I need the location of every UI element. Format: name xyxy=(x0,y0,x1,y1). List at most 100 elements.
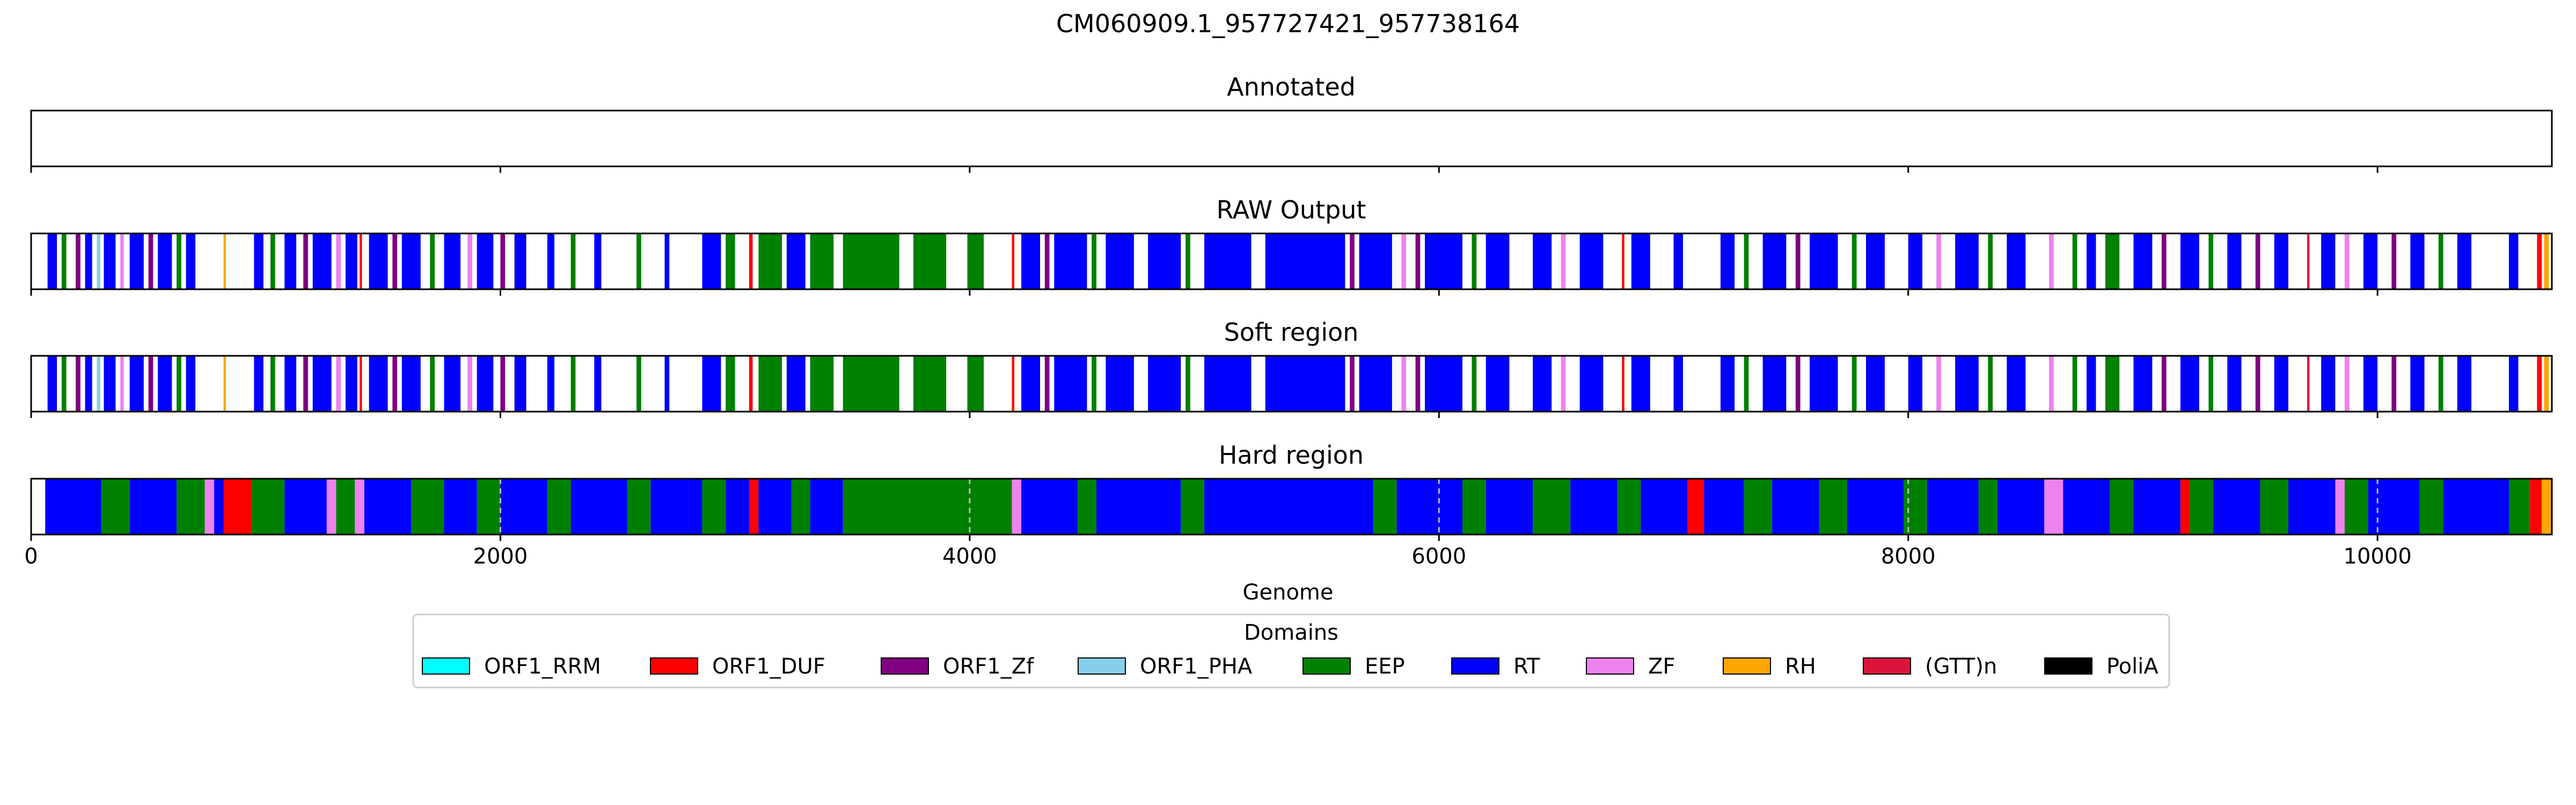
segment-eep xyxy=(2208,356,2214,412)
segment-eep xyxy=(810,233,834,289)
segment-zf xyxy=(1401,233,1407,289)
segment-rt xyxy=(104,233,116,289)
segment-rt xyxy=(129,233,144,289)
segment-eep xyxy=(430,233,435,289)
legend-item-orf1-rrm: ORF1_RRM xyxy=(422,654,601,679)
segment-eep xyxy=(2344,479,2368,535)
segment-rt xyxy=(514,233,526,289)
segment-rt xyxy=(2087,233,2096,289)
x-tick-label: 2000 xyxy=(473,544,528,569)
segment-zf xyxy=(326,479,336,535)
segment-rt xyxy=(2410,356,2425,412)
segment-orf1-pha xyxy=(97,356,100,412)
segment-rh xyxy=(223,233,226,289)
segment-zf xyxy=(2344,356,2350,412)
legend-item-polia: PoliA xyxy=(2044,654,2158,679)
segment-zf xyxy=(120,233,124,289)
segment-rt xyxy=(650,479,702,535)
segment-rt xyxy=(85,233,92,289)
segment-rt xyxy=(1927,479,1979,535)
segment-rt xyxy=(1485,356,1510,412)
segment-eep xyxy=(1533,479,1571,535)
segment-zf xyxy=(1012,479,1022,535)
segment-rt xyxy=(129,356,144,412)
segment-rt xyxy=(1762,233,1787,289)
legend-label: (GTT)n xyxy=(1925,654,1997,679)
segment-rt xyxy=(570,479,627,535)
segment-zf xyxy=(1401,356,1407,412)
segment-rt xyxy=(85,356,92,412)
track-frame xyxy=(30,109,2553,167)
segment-rt xyxy=(1997,479,2045,535)
segment-eep xyxy=(636,356,641,412)
legend-item-orf1-pha: ORF1_PHA xyxy=(1078,654,1253,679)
segment-rt xyxy=(786,233,806,289)
segment-zf xyxy=(1561,233,1566,289)
segment-eep xyxy=(101,479,130,535)
segment-orf1-duf xyxy=(223,479,252,535)
segment-rt xyxy=(345,356,357,412)
segment-rt xyxy=(2133,479,2180,535)
legend-item-orf1-duf: ORF1_DUF xyxy=(650,654,825,679)
track-annotated: Annotated xyxy=(30,72,2553,173)
legend-swatch xyxy=(650,657,698,675)
segment-rt xyxy=(104,356,116,412)
segment-zf xyxy=(336,233,341,289)
segment-rt xyxy=(401,356,421,412)
segment-eep xyxy=(1077,479,1096,535)
segment-eep xyxy=(913,233,947,289)
segment-orf1-duf xyxy=(360,356,362,412)
segment-rt xyxy=(726,479,749,535)
segment-eep xyxy=(336,479,355,535)
legend-swatch xyxy=(1302,657,1351,675)
chart-title: CM060909.1_957727421_957738164 xyxy=(1056,9,1520,38)
segment-orf1-duf xyxy=(2537,356,2542,412)
segment-rt xyxy=(364,479,412,535)
segment-orf1-zf xyxy=(1415,233,1421,289)
segment-rt xyxy=(186,233,196,289)
legend-swatch xyxy=(2044,657,2092,675)
segment-rt xyxy=(664,233,670,289)
segment-eep xyxy=(2438,233,2443,289)
segment-orf1-duf xyxy=(2537,233,2542,289)
segment-rt xyxy=(1908,233,1922,289)
tracks-layer: Annotated RAW Output Soft region Hard regio… xyxy=(30,72,2553,541)
legend-item-rt: RT xyxy=(1451,654,1540,679)
segment-orf1-zf xyxy=(1795,356,1801,412)
segment-orf1-zf xyxy=(303,356,308,412)
segment-rt xyxy=(2321,356,2336,412)
segment-rt xyxy=(2368,479,2420,535)
segment-rt xyxy=(1204,356,1252,412)
segment-rt xyxy=(2007,356,2026,412)
segment-zf xyxy=(2335,479,2345,535)
segment-rt xyxy=(2274,356,2288,412)
segment-rt xyxy=(47,356,57,412)
segment-zf xyxy=(120,356,124,412)
segment-rt xyxy=(2363,233,2378,289)
segment-rt xyxy=(514,356,526,412)
segment-rt xyxy=(547,233,554,289)
segment-rt xyxy=(2180,356,2199,412)
segment-rt xyxy=(1396,479,1463,535)
segment-eep xyxy=(2105,233,2120,289)
segment-eep xyxy=(411,479,444,535)
segment-eep xyxy=(1744,356,1749,412)
segment-rt xyxy=(129,479,177,535)
legend-label: ZF xyxy=(1648,654,1675,679)
segment-rt xyxy=(1021,356,1041,412)
segment-rt xyxy=(1704,479,1744,535)
segment-eep xyxy=(967,356,984,412)
legend-item-rh: RH xyxy=(1723,654,1816,679)
track-frame xyxy=(30,478,2553,536)
segment-orf1-zf xyxy=(392,233,398,289)
segment-rt xyxy=(2133,356,2153,412)
segment-eep xyxy=(2072,356,2077,412)
segment-rt xyxy=(1866,233,1885,289)
segment-rt xyxy=(2007,233,2026,289)
segment-zf xyxy=(336,356,341,412)
segment-rt xyxy=(1720,356,1735,412)
segment-eep xyxy=(270,233,275,289)
segment-rt xyxy=(500,479,547,535)
segment-rt xyxy=(1579,233,1604,289)
track-title: Hard region xyxy=(1219,441,1364,470)
